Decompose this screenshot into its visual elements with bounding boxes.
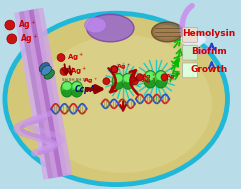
Ellipse shape (152, 22, 183, 42)
Ellipse shape (154, 25, 180, 39)
FancyBboxPatch shape (183, 45, 197, 60)
Ellipse shape (72, 89, 82, 97)
Text: Hemolysin: Hemolysin (182, 29, 235, 38)
Ellipse shape (183, 36, 203, 48)
Ellipse shape (192, 35, 206, 45)
Ellipse shape (113, 81, 123, 89)
Circle shape (136, 74, 143, 81)
Ellipse shape (114, 74, 123, 82)
Ellipse shape (145, 79, 156, 88)
Ellipse shape (61, 81, 73, 97)
Text: Ag$^+$: Ag$^+$ (67, 52, 84, 63)
Ellipse shape (87, 14, 134, 42)
Ellipse shape (34, 35, 212, 173)
Text: Ag$^+$: Ag$^+$ (141, 72, 156, 82)
Ellipse shape (44, 70, 54, 79)
Ellipse shape (39, 63, 49, 72)
Ellipse shape (72, 82, 81, 90)
FancyBboxPatch shape (19, 10, 58, 179)
Circle shape (5, 20, 15, 30)
FancyBboxPatch shape (24, 10, 63, 178)
Ellipse shape (62, 89, 72, 97)
Ellipse shape (5, 13, 228, 185)
Text: Ag$^+$: Ag$^+$ (141, 76, 156, 86)
Circle shape (161, 74, 168, 81)
Circle shape (57, 54, 65, 61)
Ellipse shape (85, 17, 106, 33)
Circle shape (60, 67, 68, 75)
Text: Ag$^+$: Ag$^+$ (116, 63, 132, 72)
Ellipse shape (145, 72, 155, 80)
Ellipse shape (124, 74, 133, 82)
Ellipse shape (144, 70, 157, 88)
Text: Ag$^+$: Ag$^+$ (18, 18, 36, 32)
Ellipse shape (123, 81, 133, 89)
Circle shape (111, 66, 118, 73)
FancyBboxPatch shape (183, 63, 197, 78)
Ellipse shape (156, 79, 167, 88)
Text: CcpA: CcpA (75, 85, 96, 94)
Ellipse shape (180, 35, 194, 45)
FancyBboxPatch shape (29, 9, 67, 177)
Text: Growth: Growth (190, 65, 227, 74)
Text: Ag$^+$: Ag$^+$ (83, 76, 99, 86)
Text: SH SH SH SH: SH SH SH SH (62, 78, 88, 82)
Text: Ag$^+$: Ag$^+$ (165, 72, 181, 82)
Ellipse shape (156, 72, 166, 80)
Ellipse shape (122, 73, 134, 89)
Ellipse shape (71, 81, 83, 97)
Ellipse shape (41, 66, 52, 75)
Ellipse shape (112, 73, 124, 89)
Ellipse shape (62, 82, 71, 90)
FancyBboxPatch shape (183, 28, 197, 42)
Text: Ag$^+$: Ag$^+$ (70, 66, 87, 77)
Ellipse shape (154, 70, 167, 88)
FancyBboxPatch shape (33, 8, 72, 176)
Circle shape (7, 34, 17, 44)
Circle shape (131, 78, 138, 85)
FancyBboxPatch shape (14, 11, 53, 180)
Text: Biofilm: Biofilm (191, 47, 227, 56)
Text: Ag$^+$: Ag$^+$ (20, 32, 38, 46)
Circle shape (103, 78, 110, 85)
